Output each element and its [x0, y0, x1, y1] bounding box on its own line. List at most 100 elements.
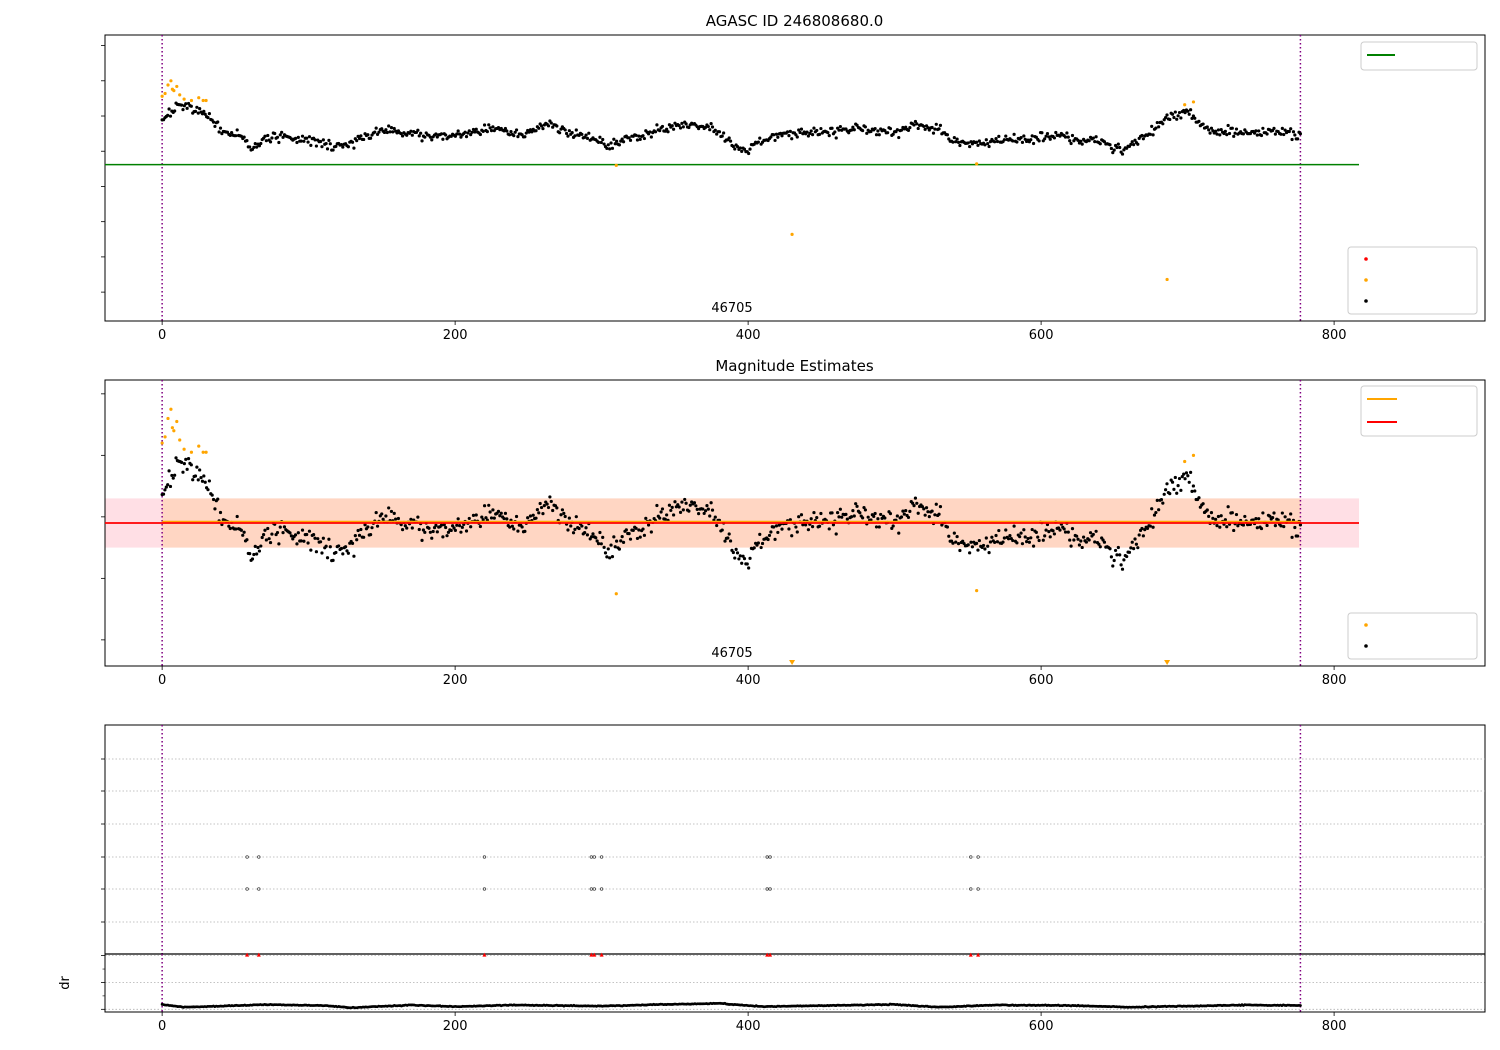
legend-marker — [1364, 623, 1368, 627]
data-point-ok — [259, 141, 263, 146]
data-point-ok — [727, 136, 731, 140]
data-point-ok — [1031, 141, 1036, 146]
data-point-ok — [1047, 135, 1051, 139]
data-point-ok — [566, 134, 570, 138]
data-point-ok — [1058, 528, 1062, 532]
data-point-ok — [1230, 511, 1234, 515]
data-point-ok — [268, 140, 273, 144]
data-point-ok — [313, 138, 317, 142]
data-point-ok — [774, 524, 779, 528]
data-point-ok — [981, 543, 986, 548]
data-point-ok — [1132, 143, 1136, 147]
data-point-ok — [733, 147, 737, 151]
data-point-highlighted — [790, 232, 794, 236]
data-point-ok — [1052, 532, 1057, 536]
data-point-ok — [535, 508, 539, 512]
data-point-ok — [1025, 540, 1029, 544]
data-point-ok — [1070, 527, 1075, 531]
data-point-ok — [439, 523, 444, 527]
data-point-ok — [810, 525, 815, 529]
data-point-highlighted — [160, 441, 164, 445]
data-point-ok — [621, 540, 626, 544]
data-point-ok — [1068, 538, 1072, 542]
data-point-ok — [678, 510, 683, 514]
data-point-ok — [341, 552, 345, 556]
dr-point — [1299, 1004, 1302, 1007]
data-point-ok — [916, 511, 920, 515]
x-tick-label: 200 — [443, 673, 468, 688]
data-point-ok — [609, 543, 613, 547]
data-point-ok — [211, 497, 216, 502]
data-point-ok — [954, 540, 958, 544]
data-point-ok — [428, 135, 432, 139]
x-tick-label: 400 — [736, 328, 761, 343]
data-point-ok — [612, 535, 616, 539]
data-point-ok — [1165, 482, 1169, 486]
data-point-highlighted — [614, 592, 618, 596]
data-point-ok — [787, 134, 791, 138]
data-point-ok — [1122, 558, 1126, 562]
data-point-ok — [1081, 535, 1086, 539]
legend-marker — [1364, 644, 1368, 648]
data-point-ok — [863, 125, 867, 129]
data-point-ok — [669, 508, 673, 513]
data-point-ok — [507, 133, 512, 137]
data-point-ok — [1225, 133, 1229, 137]
data-point-ok — [300, 134, 305, 138]
data-point-ok — [933, 513, 937, 517]
flag-marker — [768, 855, 772, 859]
dr-capped-marker — [256, 952, 261, 957]
data-point-ok — [278, 133, 282, 137]
data-point-ok — [211, 120, 216, 124]
data-point-ok — [278, 525, 282, 529]
data-point-ok — [891, 132, 895, 136]
data-point-ok — [680, 500, 684, 504]
data-point-ok — [1254, 517, 1258, 521]
data-point-ok — [954, 140, 958, 144]
data-point-ok — [747, 566, 751, 570]
data-point-ok — [1087, 538, 1091, 542]
data-point-ok — [738, 554, 742, 558]
data-point-ok — [456, 517, 460, 521]
data-point-ok — [1012, 132, 1016, 136]
data-point-ok — [530, 130, 534, 134]
data-point-ok — [516, 529, 520, 533]
data-point-ok — [574, 128, 578, 132]
data-point-ok — [320, 551, 324, 555]
data-point-ok — [577, 526, 581, 531]
data-point-ok — [307, 135, 312, 139]
data-point-ok — [213, 507, 217, 511]
data-point-ok — [375, 524, 380, 528]
data-point-ok — [434, 523, 438, 527]
data-point-ok — [484, 516, 488, 520]
data-point-ok — [1280, 511, 1284, 515]
data-point-ok — [794, 525, 798, 529]
data-point-ok — [509, 130, 513, 134]
x-tick-label: 200 — [443, 328, 468, 343]
data-point-ok — [861, 128, 865, 133]
data-point-ok — [1052, 136, 1057, 140]
data-point-ok — [1186, 474, 1190, 478]
data-point-ok — [1280, 126, 1284, 130]
data-point-ok — [1177, 476, 1182, 481]
data-point-ok — [670, 124, 674, 128]
data-point-ok — [1132, 547, 1136, 551]
data-point-ok — [670, 505, 674, 509]
data-point-ok — [687, 125, 691, 130]
data-point-ok — [933, 127, 937, 131]
data-point-ok — [655, 503, 659, 508]
x-tick-label: 0 — [158, 328, 166, 343]
data-point-ok — [482, 123, 487, 127]
data-point-ok — [912, 123, 916, 127]
data-point-ok — [806, 134, 811, 138]
data-point-ok — [1051, 529, 1055, 533]
data-point-ok — [1070, 133, 1075, 138]
data-point-ok — [1296, 137, 1300, 141]
data-point-ok — [545, 502, 549, 506]
data-point-ok — [738, 146, 742, 150]
data-point-ok — [648, 130, 652, 134]
data-point-highlighted — [197, 444, 201, 448]
data-point-ok — [514, 514, 519, 519]
data-point-ok — [409, 129, 413, 133]
data-point-ok — [537, 126, 541, 130]
